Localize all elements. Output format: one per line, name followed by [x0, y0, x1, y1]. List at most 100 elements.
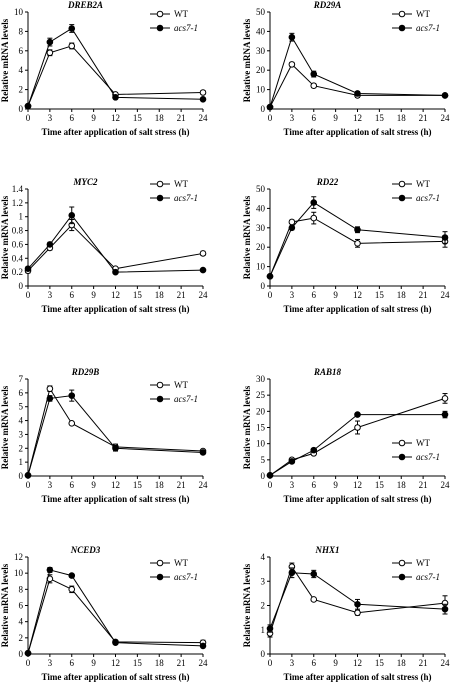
- x-tick-label: 24: [441, 290, 451, 300]
- data-point-filled: [68, 25, 76, 32]
- data-point-open: [68, 42, 76, 50]
- x-tick-label: 24: [441, 113, 451, 123]
- x-tick-label: 18: [397, 658, 407, 668]
- legend-label: WT: [416, 438, 430, 448]
- y-tick-label: 4: [19, 65, 24, 75]
- data-point-open: [354, 240, 361, 247]
- data-point-filled: [288, 569, 296, 577]
- x-tick-label: 3: [290, 658, 295, 668]
- x-tick-label: 3: [48, 658, 53, 668]
- legend-label: acs7-1: [174, 572, 198, 582]
- x-tick-label: 0: [26, 113, 31, 123]
- data-point-open: [288, 218, 296, 226]
- x-tick-label: 3: [290, 290, 295, 300]
- series-line-0: [269, 397, 446, 476]
- series-line-1: [27, 395, 204, 476]
- y-axis-label: Relative mRNA levels: [0, 18, 10, 102]
- y-tick-label: 40: [256, 26, 266, 36]
- data-point-filled: [310, 446, 318, 454]
- legend-marker-filled: [156, 194, 164, 202]
- x-axis-label: Time after application of salt stress (h…: [284, 672, 432, 682]
- x-tick-label: 9: [333, 480, 338, 490]
- x-tick-label: 15: [133, 290, 143, 300]
- x-tick-label: 6: [70, 480, 75, 490]
- y-tick-label: 20: [256, 406, 266, 416]
- x-tick-label: 3: [48, 290, 53, 300]
- data-point-filled: [441, 411, 449, 418]
- y-axis-label: Relative mRNA levels: [242, 18, 252, 102]
- data-point-filled: [354, 90, 361, 97]
- legend-marker-filled: [156, 573, 164, 581]
- legend-label: WT: [174, 380, 188, 390]
- chart-title: NCED3: [70, 545, 101, 555]
- x-axis-label: Time after application of salt stress (h…: [284, 127, 432, 137]
- x-tick-label: 9: [333, 658, 338, 668]
- x-tick-label: 9: [333, 113, 338, 123]
- y-axis-label: Relative mRNA levels: [242, 385, 252, 469]
- data-point-open: [199, 250, 207, 257]
- y-tick-label: 50: [256, 184, 266, 194]
- x-tick-label: 15: [375, 113, 385, 123]
- y-tick-label: 20: [256, 65, 266, 75]
- y-tick-label: 7: [19, 374, 24, 384]
- data-point-open: [310, 214, 318, 222]
- y-tick-label: 3: [19, 429, 24, 439]
- y-tick-label: 0: [19, 281, 24, 291]
- data-point-open: [354, 609, 361, 617]
- legend-marker-open: [398, 439, 406, 447]
- x-tick-label: 9: [91, 480, 96, 490]
- x-tick-label: 0: [268, 290, 273, 300]
- legend-marker-filled: [398, 194, 406, 202]
- x-tick-label: 18: [397, 480, 407, 490]
- legend-marker-open: [398, 10, 406, 18]
- y-axis-label: Relative mRNA levels: [0, 385, 10, 469]
- y-tick-label: 1: [19, 212, 24, 222]
- x-tick-label: 21: [419, 480, 428, 490]
- data-point-filled: [266, 103, 274, 111]
- chart-title: RD29A: [313, 0, 342, 10]
- data-point-filled: [266, 625, 274, 632]
- x-tick-label: 15: [133, 658, 143, 668]
- x-tick-label: 6: [312, 658, 317, 668]
- x-tick-label: 24: [441, 480, 451, 490]
- data-point-open: [354, 424, 361, 431]
- data-point-filled: [199, 642, 207, 650]
- x-tick-label: 0: [268, 658, 273, 668]
- y-tick-label: 50: [256, 7, 266, 17]
- x-tick-label: 9: [333, 290, 338, 300]
- legend-label: acs7-1: [416, 23, 440, 33]
- x-tick-label: 15: [375, 480, 385, 490]
- data-point-filled: [68, 392, 76, 399]
- data-point-open: [310, 82, 318, 90]
- x-tick-label: 24: [199, 290, 209, 300]
- y-tick-label: 0: [19, 649, 24, 659]
- data-point-filled: [199, 96, 207, 103]
- x-tick-label: 6: [312, 113, 317, 123]
- y-tick-label: 0.6: [12, 239, 24, 249]
- legend-label: WT: [174, 179, 188, 189]
- y-tick-label: 30: [256, 223, 266, 233]
- series-line-0: [27, 224, 204, 272]
- legend-label: acs7-1: [174, 23, 198, 33]
- y-tick-label: 10: [256, 262, 266, 272]
- x-axis-label: Time after application of salt stress (h…: [284, 494, 432, 504]
- x-tick-label: 12: [353, 480, 362, 490]
- y-tick-label: 3: [261, 576, 266, 586]
- chart-title: DREB2A: [67, 0, 103, 10]
- data-point-open: [310, 596, 318, 603]
- x-tick-label: 0: [26, 480, 31, 490]
- x-tick-label: 18: [155, 480, 165, 490]
- data-point-filled: [310, 70, 318, 78]
- y-tick-label: 0: [261, 281, 266, 291]
- y-tick-label: 5: [261, 455, 266, 465]
- x-tick-label: 9: [91, 113, 96, 123]
- x-tick-label: 3: [48, 113, 53, 123]
- y-tick-label: 1: [261, 625, 266, 635]
- x-tick-label: 12: [353, 113, 362, 123]
- y-axis-label: Relative mRNA levels: [242, 563, 252, 647]
- legend-marker-open: [398, 180, 406, 188]
- legend-label: acs7-1: [416, 572, 440, 582]
